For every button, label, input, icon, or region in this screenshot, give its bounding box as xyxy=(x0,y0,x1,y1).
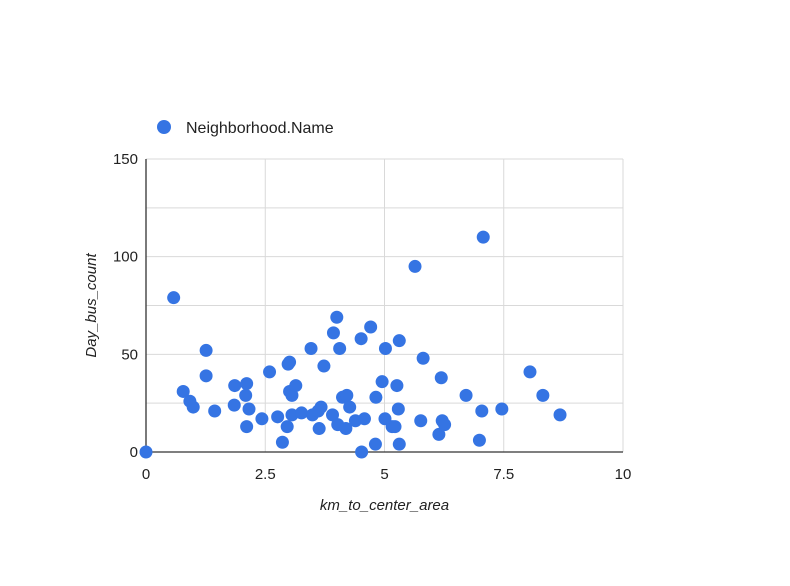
data-point xyxy=(285,388,299,402)
data-point xyxy=(199,369,213,383)
x-tick-labels: 0 2.5 5 7.5 10 xyxy=(142,466,632,483)
data-point xyxy=(304,341,318,355)
data-point xyxy=(390,379,404,393)
data-point xyxy=(368,437,382,451)
data-point xyxy=(167,291,181,305)
data-point xyxy=(357,412,371,426)
data-point xyxy=(186,400,200,414)
data-point xyxy=(176,384,190,398)
data-point xyxy=(326,408,340,422)
data-point xyxy=(378,341,392,355)
data-point xyxy=(314,400,328,414)
data-point xyxy=(317,359,331,373)
data-point xyxy=(472,433,486,447)
x-tick-label: 7.5 xyxy=(493,466,514,483)
data-point xyxy=(364,320,378,334)
gridlines xyxy=(146,158,624,452)
legend-marker xyxy=(157,120,171,134)
data-point xyxy=(208,404,222,418)
data-points xyxy=(139,230,567,459)
data-point xyxy=(228,379,242,393)
data-point xyxy=(240,377,254,391)
y-tick-label: 150 xyxy=(113,151,138,168)
x-tick-label: 10 xyxy=(615,466,632,483)
data-point xyxy=(343,400,357,414)
data-point xyxy=(199,343,213,357)
data-point xyxy=(275,435,289,449)
data-point xyxy=(392,437,406,451)
data-point xyxy=(312,422,326,436)
data-point xyxy=(523,365,537,379)
data-point xyxy=(495,402,509,416)
data-point xyxy=(263,365,277,379)
y-tick-label: 50 xyxy=(121,346,138,363)
data-point xyxy=(354,332,368,346)
data-point xyxy=(388,420,402,434)
data-point xyxy=(434,371,448,385)
data-point xyxy=(239,388,253,402)
data-point xyxy=(369,390,383,404)
data-point xyxy=(289,379,303,393)
y-axis-title: Day_bus_count xyxy=(83,253,100,358)
data-point xyxy=(536,388,550,402)
data-point xyxy=(355,445,369,459)
data-point xyxy=(255,412,269,426)
data-point xyxy=(280,420,294,434)
data-point xyxy=(339,422,353,436)
x-tick-label: 2.5 xyxy=(255,466,276,483)
data-point xyxy=(326,326,340,340)
data-point xyxy=(414,414,428,428)
data-point xyxy=(271,410,285,424)
data-point xyxy=(330,310,344,324)
y-tick-label: 100 xyxy=(113,249,138,266)
data-point xyxy=(391,402,405,416)
legend: Neighborhood.Name xyxy=(157,120,334,137)
data-point xyxy=(475,404,489,418)
y-tick-labels: 0 50 100 150 xyxy=(113,151,138,461)
data-point xyxy=(438,418,452,432)
x-tick-label: 0 xyxy=(142,466,150,483)
axes xyxy=(145,159,623,453)
data-point xyxy=(283,355,297,369)
x-axis-title: km_to_center_area xyxy=(320,497,449,514)
data-point xyxy=(295,406,309,420)
data-point xyxy=(139,445,153,459)
data-point xyxy=(476,230,490,244)
data-point xyxy=(242,402,256,416)
data-point xyxy=(333,341,347,355)
data-point xyxy=(240,420,254,434)
x-tick-label: 5 xyxy=(380,466,388,483)
data-point xyxy=(432,427,446,441)
data-point xyxy=(392,334,406,348)
legend-label: Neighborhood.Name xyxy=(186,120,334,137)
data-point xyxy=(553,408,567,422)
data-point xyxy=(459,388,473,402)
data-point xyxy=(375,375,389,389)
data-point xyxy=(340,388,354,402)
data-point xyxy=(227,398,241,412)
data-point xyxy=(408,259,422,273)
data-point xyxy=(416,351,430,365)
y-tick-label: 0 xyxy=(130,444,138,461)
